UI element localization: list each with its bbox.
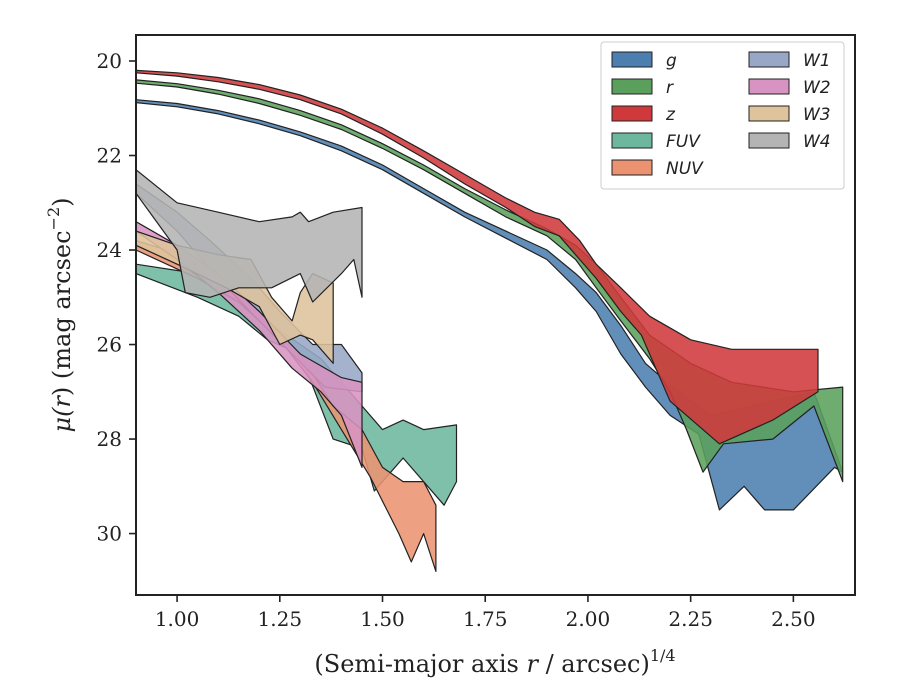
legend-label: W4 bbox=[803, 132, 831, 152]
band-z bbox=[136, 69, 819, 445]
x-tick-label: 1.75 bbox=[463, 607, 508, 631]
legend-entry-r: r bbox=[611, 78, 674, 98]
band-layer bbox=[136, 69, 844, 572]
y-tick-label: 22 bbox=[97, 144, 122, 168]
legend-swatch bbox=[611, 78, 653, 95]
y-axis-title: μ(r) (mag arcsec−2) bbox=[44, 197, 76, 432]
x-tick-label: 1.50 bbox=[360, 607, 405, 631]
legend-label: r bbox=[666, 78, 674, 98]
plot-frame bbox=[135, 34, 856, 596]
band-g bbox=[136, 99, 844, 511]
x-tick-label: 2.25 bbox=[668, 607, 713, 631]
legend-swatch bbox=[748, 78, 790, 95]
legend-label: FUV bbox=[666, 132, 701, 152]
legend-entry-w4: W4 bbox=[748, 132, 831, 152]
legend-entry-nuv: NUV bbox=[611, 159, 704, 179]
legend-label: g bbox=[666, 51, 677, 71]
legend: grz FUV NUV W1 W2 W3 W4 bbox=[600, 41, 845, 190]
legend-swatch bbox=[748, 105, 790, 122]
legend-entry-g: g bbox=[611, 51, 677, 71]
legend-swatch bbox=[611, 132, 653, 149]
y-tick-label: 28 bbox=[97, 427, 122, 451]
legend-entry-w3: W3 bbox=[748, 105, 831, 125]
y-axis-ticks: 20 22 24 26 28 30 bbox=[97, 49, 136, 546]
legend-swatch bbox=[611, 159, 653, 176]
x-tick-label: 2.00 bbox=[566, 607, 611, 631]
x-axis-ticks: 1.00 1.25 1.50 1.75 2.00 2.25 2.50 bbox=[155, 595, 816, 631]
legend-swatch bbox=[611, 51, 653, 68]
x-axis-title: (Semi-major axis r / arcsec)1/4 bbox=[314, 646, 675, 678]
x-tick-label: 1.00 bbox=[155, 607, 200, 631]
band-w4 bbox=[136, 169, 363, 303]
y-tick-label: 26 bbox=[97, 333, 122, 357]
x-tick-label: 1.25 bbox=[258, 607, 303, 631]
legend-label: W1 bbox=[803, 51, 831, 71]
y-tick-label: 20 bbox=[97, 49, 122, 73]
legend-label: W3 bbox=[803, 105, 831, 125]
y-tick-label: 30 bbox=[97, 522, 122, 546]
legend-entry-w2: W2 bbox=[748, 78, 831, 98]
x-tick-label: 2.50 bbox=[771, 607, 816, 631]
legend-entry-z: z bbox=[611, 105, 676, 125]
legend-swatch bbox=[748, 51, 790, 68]
legend-swatch bbox=[748, 132, 790, 149]
legend-label: NUV bbox=[666, 159, 704, 179]
legend-label: z bbox=[665, 105, 676, 125]
legend-swatch bbox=[611, 105, 653, 122]
legend-entry-w1: W1 bbox=[748, 51, 831, 71]
legend-label: W2 bbox=[803, 78, 831, 98]
legend-entry-fuv: FUV bbox=[611, 132, 701, 152]
y-tick-label: 24 bbox=[97, 238, 122, 262]
